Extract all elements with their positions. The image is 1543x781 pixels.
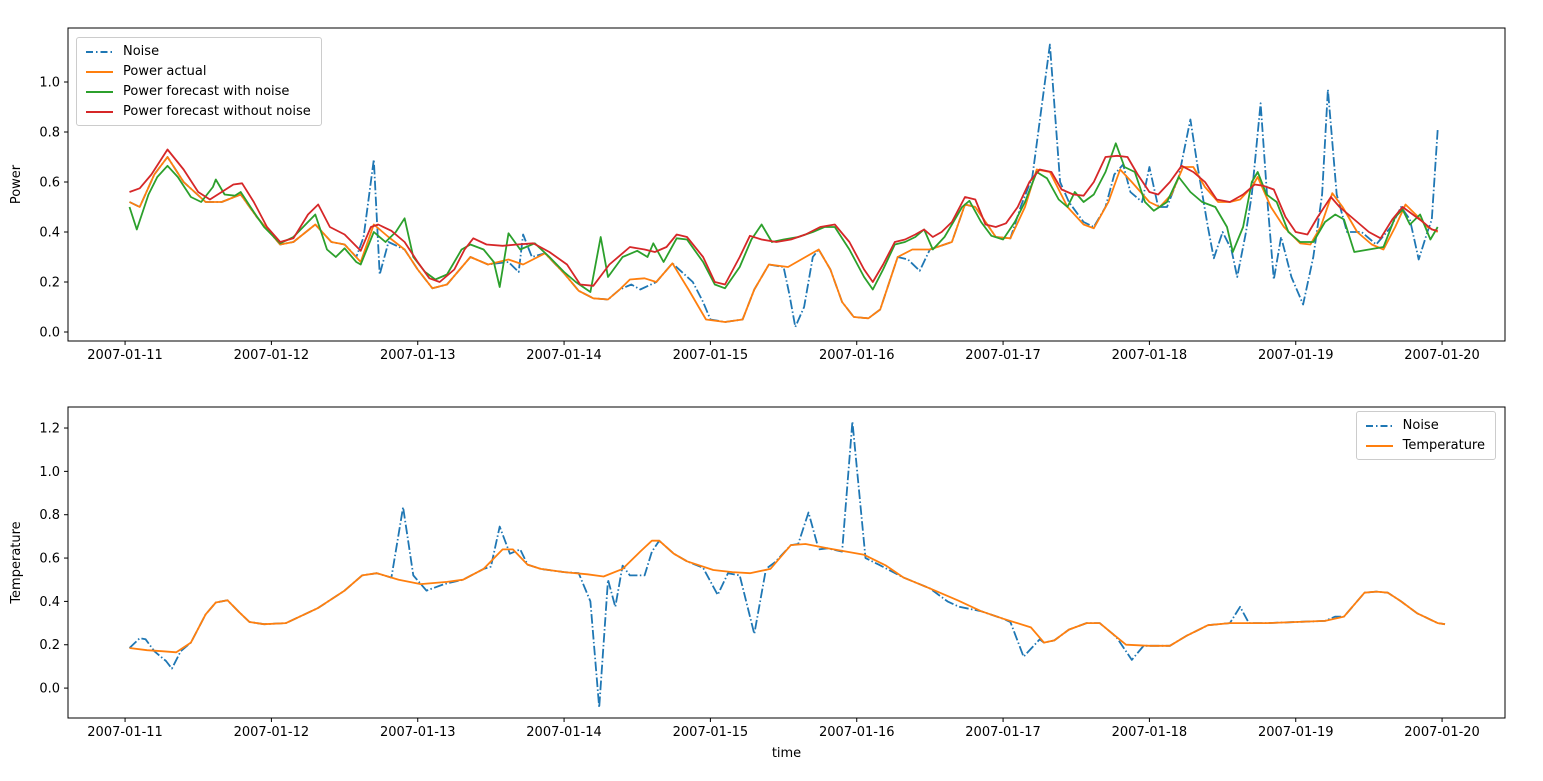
- y-tick-label: 0.2: [39, 638, 60, 653]
- x-tick-label: 2007-01-11: [87, 725, 163, 740]
- power-axes: 2007-01-11 2007-01-12 2007-01-13 2007-01-14…: [9, 27, 1506, 363]
- x-tick-label: 2007-01-17: [965, 725, 1041, 740]
- x-tick-label: 2007-01-20: [1404, 348, 1480, 363]
- y-tick-label: 0.0: [39, 326, 60, 341]
- y-tick-label: 0.6: [39, 176, 60, 191]
- series-line-temperature: [129, 539, 1446, 654]
- y-tick-label: 0.8: [39, 126, 60, 141]
- x-tick-label: 2007-01-16: [819, 725, 895, 740]
- noise-line-sample-icon: [86, 50, 113, 53]
- noise-line-sample-icon: [1365, 424, 1393, 427]
- legend-label: Power forecast with noise: [123, 84, 290, 99]
- legend-item-temperature: Temperature: [1365, 438, 1485, 453]
- x-tick-label: 2007-01-13: [380, 348, 456, 363]
- y-tick-label: 1.2: [39, 422, 60, 437]
- x-tick-label: 2007-01-19: [1258, 725, 1334, 740]
- temperature-legend: Noise Temperature: [1355, 411, 1496, 460]
- x-tick-label: 2007-01-13: [380, 725, 456, 740]
- x-tick-label: 2007-01-19: [1258, 348, 1334, 363]
- y-tick-label: 0.4: [39, 226, 60, 241]
- legend-label: Noise: [123, 44, 160, 59]
- y-axis-label: Power: [9, 164, 24, 204]
- x-tick-label: 2007-01-16: [819, 348, 895, 363]
- x-tick-label: 2007-01-11: [87, 348, 163, 363]
- temperature-line-sample-icon: [1365, 444, 1393, 447]
- series-line-noise: [128, 420, 1446, 709]
- x-tick-label: 2007-01-12: [234, 348, 310, 363]
- legend-item-noise: Noise: [1365, 418, 1485, 433]
- x-tick-label: 2007-01-18: [1112, 725, 1188, 740]
- series-line-power-actual: [129, 156, 1439, 323]
- y-tick-label: 0.8: [39, 508, 60, 523]
- y-tick-label: 0.6: [39, 552, 60, 567]
- x-tick-label: 2007-01-18: [1112, 348, 1188, 363]
- x-tick-label: 2007-01-15: [673, 725, 749, 740]
- legend-item-forecast-with-noise: Power forecast with noise: [86, 84, 311, 99]
- forecast-with-noise-line-sample-icon: [86, 90, 113, 93]
- y-axis-label: Temperature: [9, 521, 24, 604]
- x-tick-label: 2007-01-14: [526, 348, 602, 363]
- legend-item-power-actual: Power actual: [86, 64, 311, 79]
- y-tick-label: 1.0: [39, 465, 60, 480]
- x-axis-label: time: [772, 746, 801, 761]
- x-tick-label: 2007-01-15: [673, 348, 749, 363]
- y-tick-label: 0.0: [39, 682, 60, 697]
- x-tick-label: 2007-01-20: [1404, 725, 1480, 740]
- forecast-without-noise-line-sample-icon: [86, 110, 113, 113]
- temperature-axes: 2007-01-11 2007-01-12 2007-01-13 2007-01-14…: [9, 406, 1506, 761]
- legend-label: Temperature: [1402, 438, 1485, 453]
- power-legend: Noise Power actual Power forecast with n…: [76, 37, 322, 126]
- series-line-power-forecast-without-noise: [129, 148, 1438, 287]
- power-actual-line-sample-icon: [86, 70, 113, 73]
- x-tick-label: 2007-01-14: [526, 725, 602, 740]
- y-tick-label: 1.0: [39, 76, 60, 91]
- axes-box: [67, 27, 1506, 342]
- x-tick-label: 2007-01-17: [965, 348, 1041, 363]
- series-line-noise: [129, 43, 1439, 328]
- legend-item-noise: Noise: [86, 44, 311, 59]
- legend-label: Power actual: [123, 64, 207, 79]
- axes-box: [67, 406, 1506, 719]
- x-tick-label: 2007-01-12: [234, 725, 310, 740]
- y-tick-label: 0.4: [39, 595, 60, 610]
- y-tick-label: 0.2: [39, 276, 60, 291]
- legend-label: Power forecast without noise: [123, 104, 311, 119]
- legend-item-forecast-without-noise: Power forecast without noise: [86, 104, 311, 119]
- legend-label: Noise: [1402, 418, 1439, 433]
